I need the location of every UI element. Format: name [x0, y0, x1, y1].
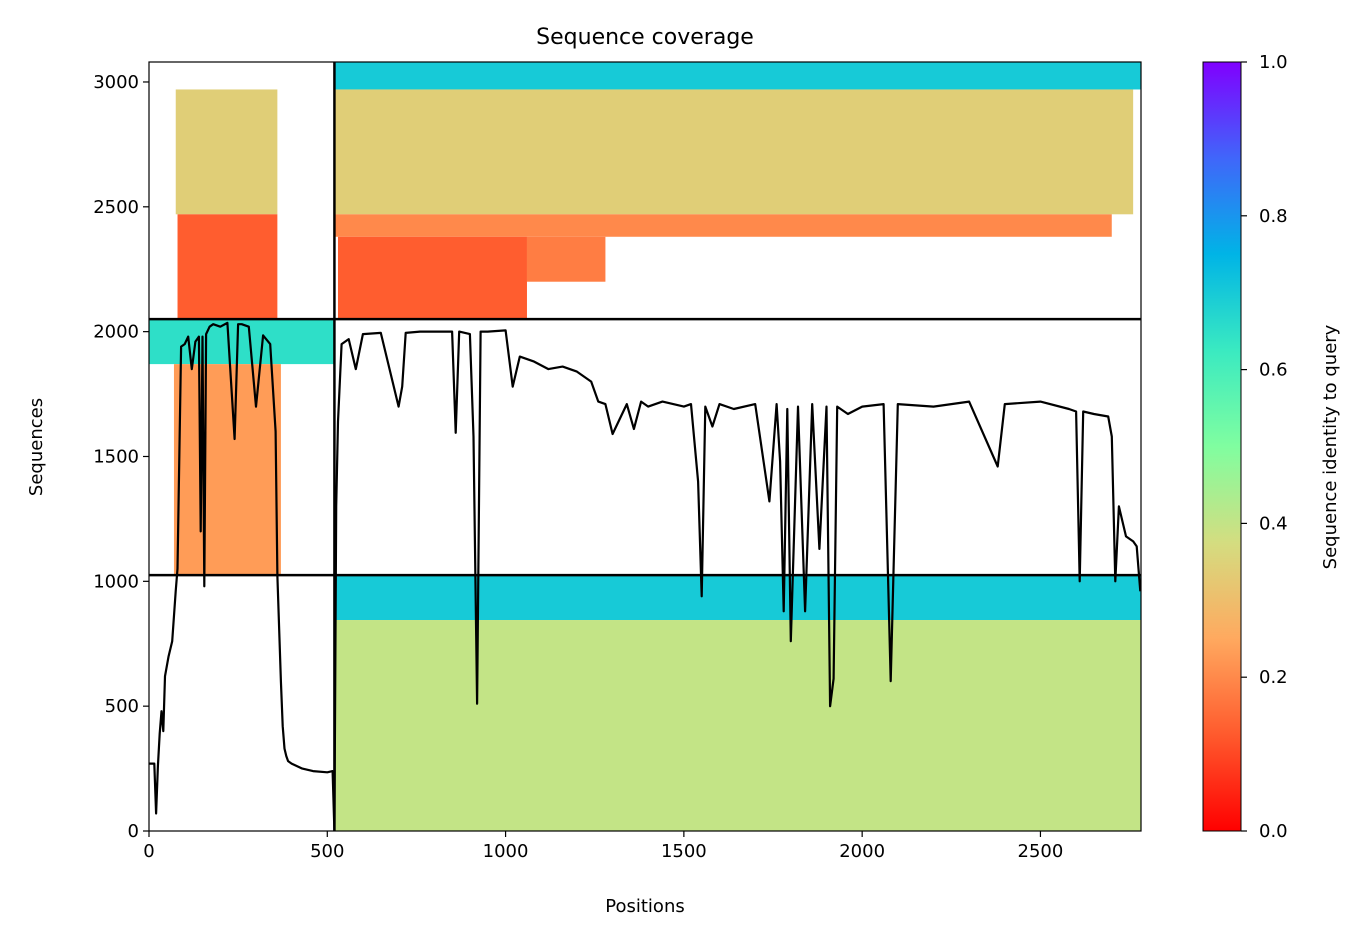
colorbar-tick-label-2: 0.4: [1259, 513, 1288, 534]
coverage-block-3: [173, 364, 281, 576]
coverage-line: [149, 321, 1141, 831]
y-axis: 0 500 1000 1500 2000 2500 3000: [93, 72, 149, 842]
coverage-block-4: [334, 62, 1141, 90]
coverage-block-7: [334, 214, 1112, 237]
colorbar-tick-label-5: 1.0: [1259, 52, 1288, 73]
coverage-block-2: [149, 319, 335, 365]
colorbar-tick-label-3: 0.6: [1259, 360, 1288, 381]
x-tick-label-1: 500: [310, 841, 344, 862]
y-tick-label-5: 2500: [93, 197, 139, 218]
colorbar-tick-label-4: 0.8: [1259, 206, 1288, 227]
colorbar-tick-label-1: 0.2: [1259, 667, 1288, 688]
y-tick-label-2: 1000: [93, 571, 139, 592]
heatmap-blocks: [149, 62, 1141, 831]
y-tick-label-6: 3000: [93, 72, 139, 93]
y-tick-label-3: 1500: [93, 446, 139, 467]
x-axis-label: Positions: [605, 896, 684, 917]
coverage-block-5: [175, 89, 278, 215]
coverage-block-8: [177, 214, 278, 320]
y-tick-label-1: 500: [105, 696, 139, 717]
chart-title: Sequence coverage: [536, 25, 754, 50]
y-tick-label-0: 0: [128, 821, 139, 842]
y-tick-label-4: 2000: [93, 322, 139, 343]
y-axis-label: Sequences: [26, 398, 47, 496]
colorbar-label: Sequence identity to query: [1320, 324, 1341, 569]
x-tick-label-5: 2500: [1018, 841, 1064, 862]
x-axis: 0 500 1000 1500 2000 2500: [143, 831, 1063, 862]
x-tick-label-4: 2000: [839, 841, 885, 862]
colorbar: [1202, 61, 1242, 832]
plot-frame: [148, 61, 1142, 832]
coverage-block-9: [337, 236, 527, 320]
coverage-line-layer: [149, 321, 1141, 831]
colorbar-axis: 0.0 0.2 0.4 0.6 0.8 1.0: [1241, 52, 1288, 842]
x-tick-label-3: 1500: [661, 841, 707, 862]
x-tick-label-0: 0: [143, 841, 154, 862]
coverage-block-10: [526, 236, 606, 282]
coverage-block-1: [334, 620, 1141, 831]
coverage-block-6: [334, 89, 1134, 215]
colorbar-tick-label-0: 0.0: [1259, 821, 1288, 842]
coverage-block-0: [334, 575, 1141, 621]
x-tick-label-2: 1000: [483, 841, 529, 862]
